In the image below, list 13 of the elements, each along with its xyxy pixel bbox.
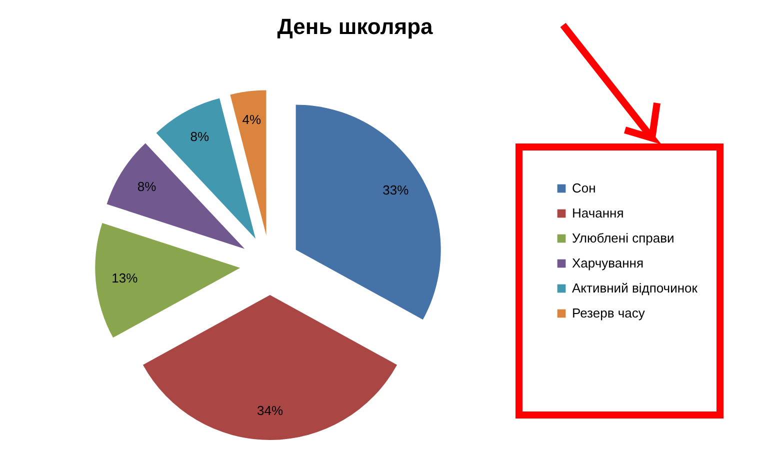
data-label: 4% [242, 112, 262, 128]
data-label: 33% [382, 182, 410, 198]
legend-label: Сон [572, 180, 596, 196]
data-label: 8% [137, 178, 157, 194]
legend-label: Начання [572, 206, 624, 220]
chart-title: День школяра [277, 14, 434, 39]
legend-label: Улюблені справи [572, 230, 674, 246]
data-label: 13% [112, 270, 138, 286]
legend-label: Резерв часу [572, 306, 646, 320]
legend-label: Харчування [572, 256, 644, 270]
data-label: 8% [190, 129, 210, 144]
data-label: 34% [256, 403, 284, 418]
legend-label: Активний відпочинок [572, 280, 698, 296]
